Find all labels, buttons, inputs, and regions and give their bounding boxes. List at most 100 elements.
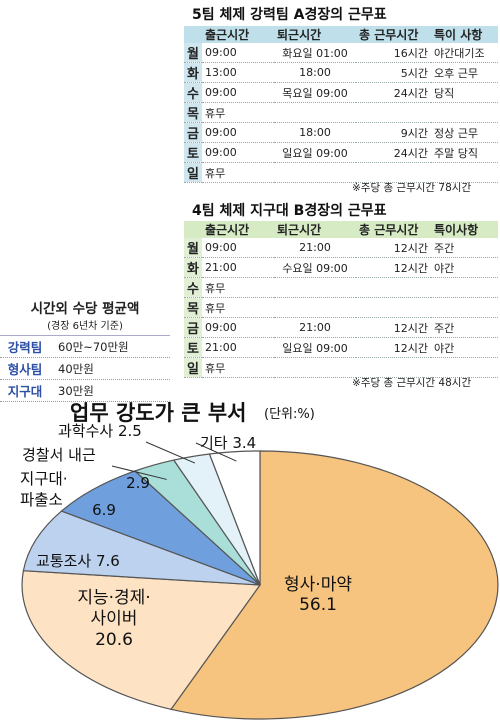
table-a-footnote: ※주당 총 근무시간 78시간 — [352, 182, 472, 194]
note-cell — [431, 102, 498, 123]
slice-label: 지능·경제· 사이버 20.6 — [77, 588, 150, 650]
leader-line — [195, 442, 237, 462]
slice-label-line: 기타 3.4 — [200, 434, 256, 452]
table-row: 토 21:00 일요일 09:00 12시간 야간 — [184, 337, 498, 358]
total-cell: 12시간 — [356, 317, 431, 338]
out-cell: 목요일 09:00 — [274, 82, 356, 103]
day-cell: 토 — [184, 337, 202, 358]
header-cell — [184, 26, 202, 43]
day-cell: 월 — [184, 43, 202, 63]
out-cell — [274, 277, 356, 298]
total-cell: 16시간 — [356, 43, 431, 63]
total-cell — [356, 102, 431, 123]
out-cell: 18:00 — [274, 62, 356, 83]
note-cell: 당직 — [431, 82, 498, 103]
day-cell: 금 — [184, 317, 202, 338]
total-cell — [356, 297, 431, 318]
slice-label: 2.9 — [126, 474, 150, 492]
day-cell: 수 — [184, 277, 202, 298]
day-cell: 토 — [184, 142, 202, 163]
in-cell: 09:00 — [202, 43, 274, 63]
in-cell: 09:00 — [202, 122, 274, 143]
note-cell: 주간 — [431, 317, 498, 338]
table-b-title: 4팀 체제 지구대 B경장의 근무표 — [192, 203, 387, 219]
note-cell: 야간대기조 — [431, 43, 498, 63]
table-row: 월 09:00 화요일 01:00 16시간 야간대기조 — [184, 43, 498, 63]
total-cell: 24시간 — [356, 82, 431, 103]
allowance-row: 강력팀 60만~70만원 — [0, 336, 170, 358]
note-cell — [431, 277, 498, 298]
in-cell: 21:00 — [202, 337, 274, 358]
total-cell — [356, 357, 431, 378]
slice-label-line: 과학수사 2.5 — [58, 422, 142, 440]
day-cell: 목 — [184, 297, 202, 318]
table-row: 월 09:00 21:00 12시간 주간 — [184, 238, 498, 258]
day-cell: 일 — [184, 357, 202, 378]
table-row: 일 휴무 — [184, 162, 498, 183]
header-cell: 특이 사항 — [431, 26, 498, 43]
header-cell: 출근시간 — [202, 221, 274, 238]
in-cell: 09:00 — [202, 142, 274, 163]
slice-label-line: 지구대· — [20, 470, 68, 488]
table-row: 화 21:00 수요일 09:00 12시간 야간 — [184, 257, 498, 278]
in-cell: 21:00 — [202, 257, 274, 278]
day-cell: 일 — [184, 162, 202, 183]
header-cell: 총 근무시간 — [356, 221, 431, 238]
slice-label-line: 사이버 — [91, 609, 138, 629]
slice-label-line: 56.1 — [299, 595, 337, 615]
slice-label-line: 교통조사 7.6 — [36, 552, 120, 570]
in-cell: 휴무 — [202, 357, 274, 378]
table-row: 화 13:00 18:00 5시간 오후 근무 — [184, 62, 498, 83]
note-cell: 야간 — [431, 337, 498, 358]
total-cell: 24시간 — [356, 142, 431, 163]
total-cell: 9시간 — [356, 122, 431, 143]
out-cell — [274, 297, 356, 318]
pie-slice — [21, 570, 262, 710]
header-cell: 퇴근시간 — [274, 26, 356, 43]
slice-label: 6.9 — [92, 501, 116, 519]
total-cell: 12시간 — [356, 257, 431, 278]
slice-label: 기타 3.4 — [200, 434, 256, 452]
out-cell: 일요일 09:00 — [274, 337, 356, 358]
in-cell: 휴무 — [202, 102, 274, 123]
table-row: 목 휴무 — [184, 297, 498, 318]
note-cell: 오후 근무 — [431, 62, 498, 83]
header-cell: 퇴근시간 — [274, 221, 356, 238]
slice-label-line: 형사·마약 — [284, 575, 352, 595]
in-cell: 09:00 — [202, 238, 274, 258]
out-cell: 일요일 09:00 — [274, 142, 356, 163]
table-a: 출근시간 퇴근시간 총 근무시간 특이 사항 월 09:00 화요일 01:00 16… — [184, 26, 498, 183]
slice-label-line: 2.9 — [126, 474, 150, 492]
table-row: 수 휴무 — [184, 277, 498, 298]
slice-label-line: 20.6 — [95, 630, 133, 650]
out-cell — [274, 102, 356, 123]
slice-label-line: 지능·경제· — [77, 588, 150, 608]
note-cell: 주말 당직 — [431, 142, 498, 163]
day-cell: 수 — [184, 82, 202, 103]
allowance-box: 시간외 수당 평균액 (경장 6년차 기준) 강력팀 60만~70만원 형사팀 … — [0, 296, 170, 402]
allowance-row: 지구대 30만원 — [0, 380, 170, 402]
note-cell: 야간 — [431, 257, 498, 278]
pie-slice — [208, 450, 261, 586]
slice-label: 경찰서 내근 — [22, 446, 96, 464]
out-cell: 21:00 — [274, 238, 356, 258]
slice-label: 형사·마약 56.1 — [284, 575, 352, 615]
slice-label-line: 경찰서 내근 — [22, 446, 96, 464]
table-row: 목 휴무 — [184, 102, 498, 123]
table-a-title: 5팀 체제 강력팀 A경장의 근무표 — [192, 7, 387, 23]
allowance-team: 형사팀 — [7, 362, 43, 377]
table-b-footnote: ※주당 총 근무시간 48시간 — [352, 377, 472, 389]
note-cell — [431, 357, 498, 378]
out-cell: 화요일 01:00 — [274, 43, 356, 63]
allowance-team: 지구대 — [7, 384, 43, 399]
total-cell — [356, 162, 431, 183]
allowance-amount: 60만~70만원 — [58, 339, 129, 354]
pie-chart: 업무 강도가 큰 부서 (단위:%) 형사·마약 56.1 지능·경제· 사이버 20.… — [20, 401, 499, 720]
slice-label: 지구대· 파출소 — [20, 470, 68, 509]
total-cell: 12시간 — [356, 337, 431, 358]
out-cell — [274, 357, 356, 378]
table-row: 금 09:00 18:00 9시간 정상 근무 — [184, 122, 498, 143]
note-cell — [431, 162, 498, 183]
day-cell: 화 — [184, 62, 202, 83]
pie-slice — [22, 510, 261, 586]
